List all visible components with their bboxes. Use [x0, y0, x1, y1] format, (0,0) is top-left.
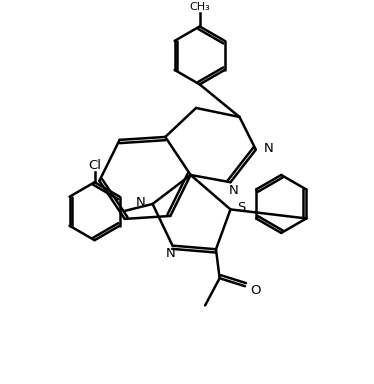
Text: N: N — [229, 184, 238, 197]
Text: CH₃: CH₃ — [189, 2, 210, 12]
Text: O: O — [251, 284, 261, 297]
Text: N: N — [264, 142, 273, 156]
Text: Cl: Cl — [88, 159, 101, 172]
Text: N: N — [166, 247, 175, 260]
Text: S: S — [237, 201, 245, 214]
Text: N: N — [136, 196, 145, 209]
